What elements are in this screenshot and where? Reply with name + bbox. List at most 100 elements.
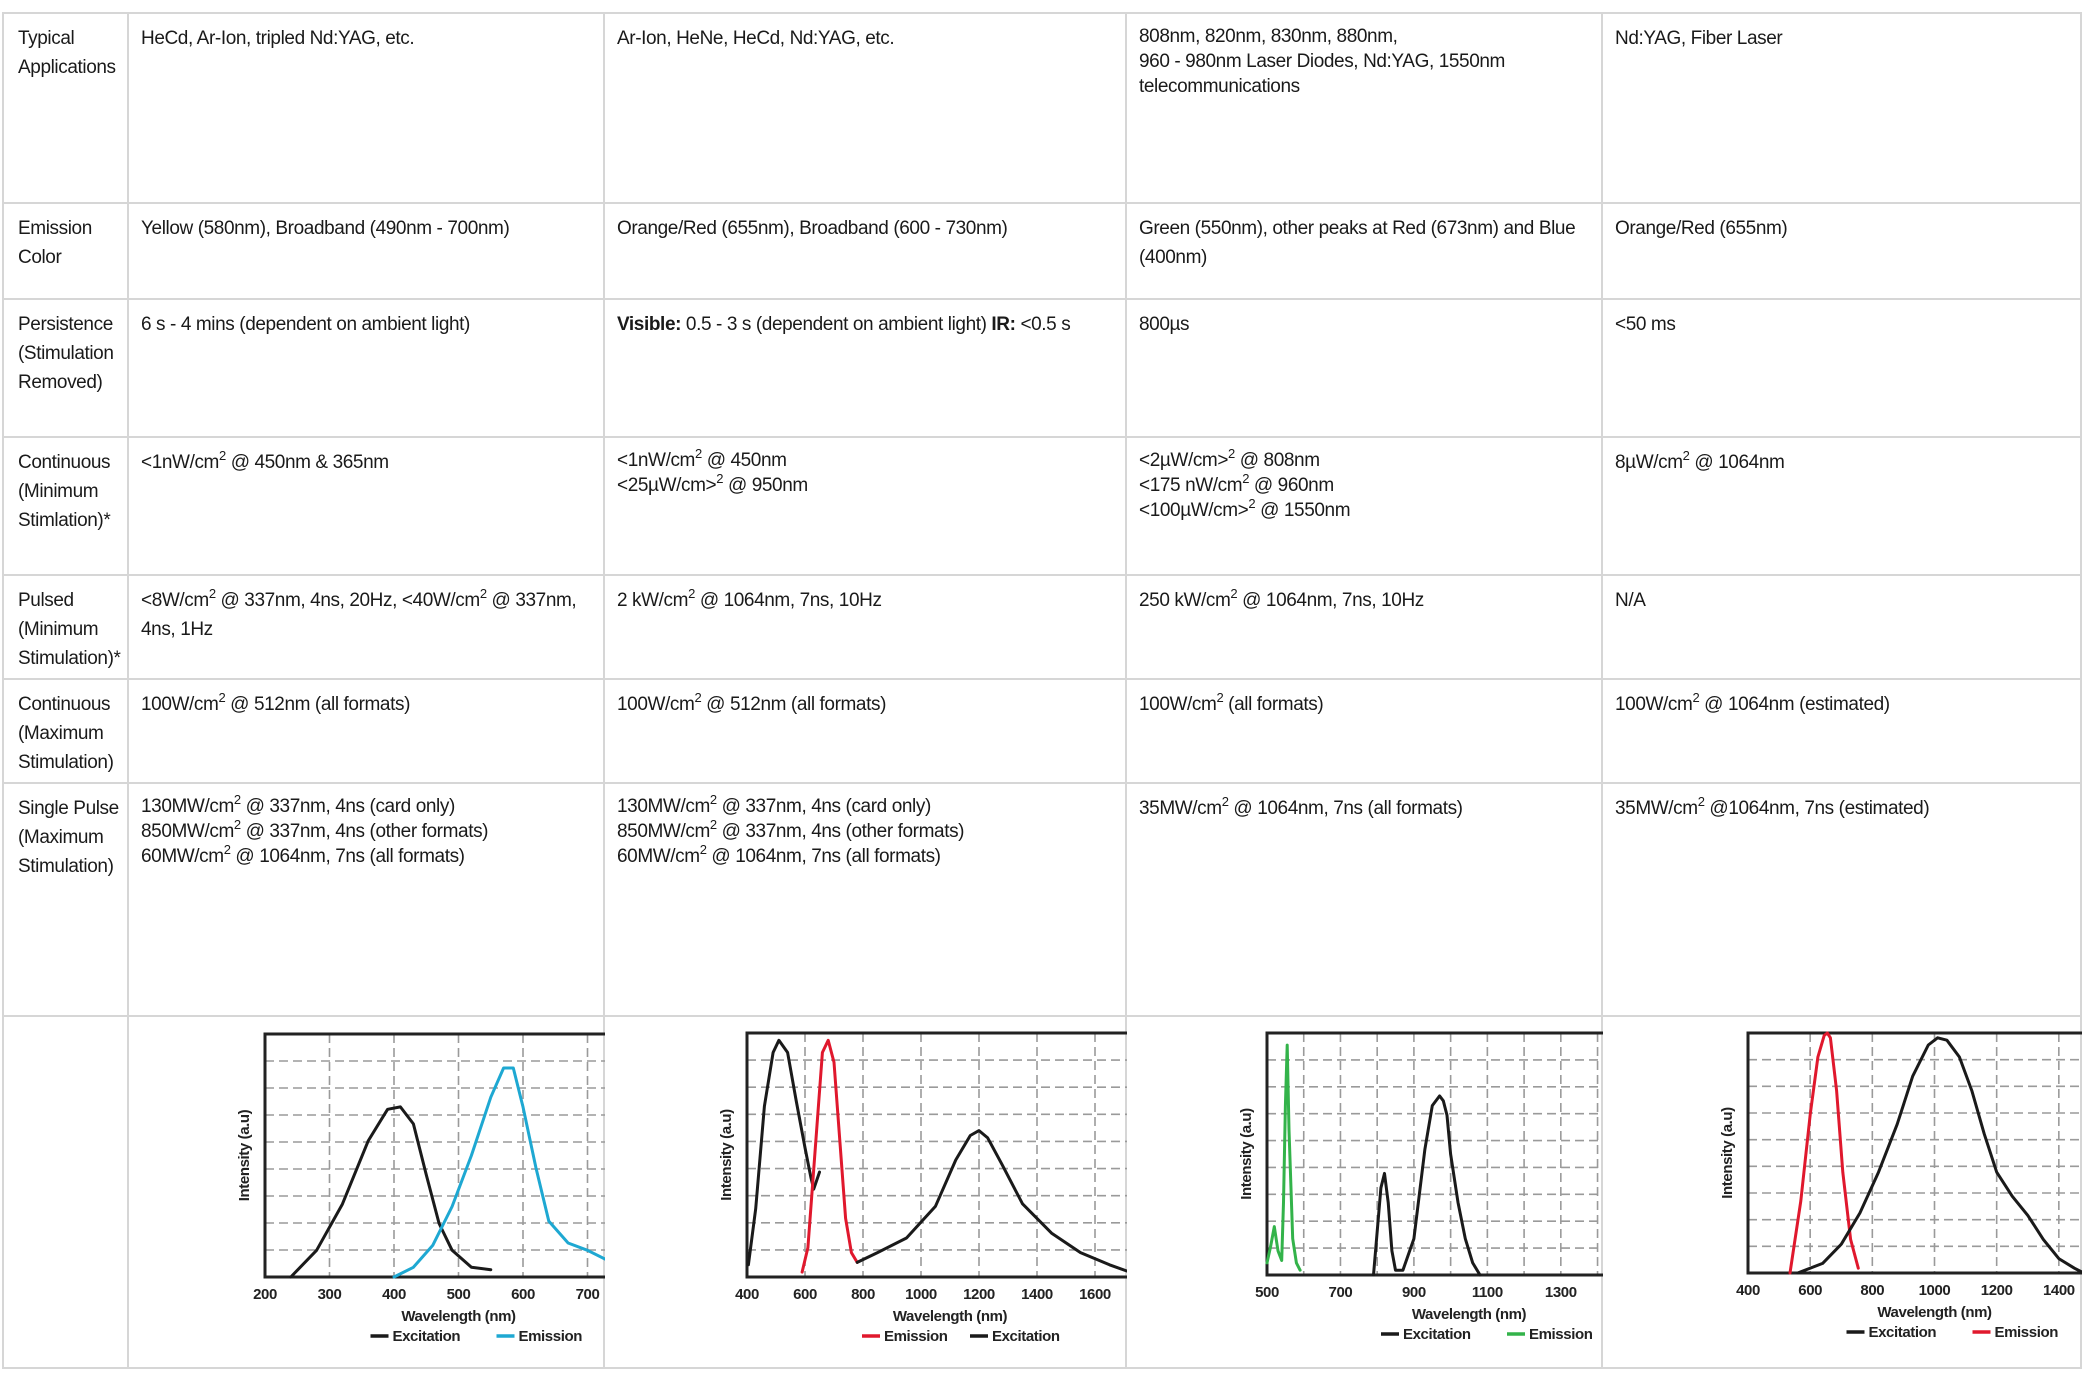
row-label: Emission Color [2,202,129,300]
cell-text: 250 kW/cm [1139,590,1231,611]
superscript: 2 [233,816,241,832]
cell-line: <25µW/cm>2 @ 950nm [617,470,1115,498]
superscript: 2 [694,445,702,461]
cell-text: 850MW/cm [617,821,710,842]
row-label: Pulsed (Minimum Stimulation)* [2,574,129,680]
row-label-line: (Stimulation [18,343,114,364]
spec-row: Typical Applications HeCd, Ar-Ion, tripled… [2,12,2082,204]
legend-label: Excitation [1869,1324,1937,1341]
row-label-line: Stimulation)* [18,648,121,669]
cell-text: <100µW/cm> [1139,500,1249,521]
plot-frame [1746,1031,2082,1275]
x-tick-label: 1200 [963,1286,995,1303]
cell-line: Nd:YAG, Fiber Laser [1615,24,2070,53]
cell-text: 850MW/cm [141,821,234,842]
legend-label: Emission [1995,1324,2059,1341]
x-tick-label: 1200 [1981,1282,2013,1299]
cell-text: Orange/Red (655nm), Broadband (600 - 730… [617,218,1008,239]
cell-text: @ 1064nm, 7ns (all formats) [706,846,941,867]
cell-line: 35MW/cm2 @ 1064nm, 7ns (all formats) [1139,794,1591,823]
x-tick-label: 700 [576,1286,600,1303]
spectrum-chart: 200300400500600700800Intensity (a.u)Wave… [236,1032,605,1345]
plot-frame [1265,1031,1603,1277]
row-label: Continuous (Maximum Stimulation) [2,678,129,784]
row-label-line: Continuous [18,452,111,473]
cell-text: 8µW/cm [1615,452,1683,473]
spec-cell: Orange/Red (655nm) [1601,202,2082,300]
x-tick-label: 1000 [905,1286,937,1303]
superscript: 2 [223,841,231,857]
legend-label: Excitation [1403,1326,1471,1343]
superscript: 2 [1216,689,1224,705]
spec-row: Emission Color Yellow (580nm), Broadband (… [2,202,2082,300]
cell-text: @ 450nm [701,450,787,471]
cell-text: @ 337nm, 4ns, 1Hz [141,590,577,640]
cell-text: 60MW/cm [617,846,700,867]
series-line [800,1038,859,1274]
cell-line: <2µW/cm>2 @ 808nm [1139,445,1591,473]
cell-text: @ 337nm, 4ns (other formats) [716,821,965,842]
specs-table: Typical Applications HeCd, Ar-Ion, tripled… [2,12,2082,1369]
spec-cell: 808nm, 820nm, 830nm, 880nm, 960 - 980nm L… [1125,12,1603,204]
cell-text: 100W/cm [141,694,219,715]
cell-line: 100W/cm2 @ 1064nm (estimated) [1615,690,2070,719]
x-tick-label: 800 [851,1286,875,1303]
cell-line: 6 s - 4 mins (dependent on ambient light… [141,310,593,339]
legend-label: Emission [884,1328,948,1345]
cell-line: 100W/cm2 @ 512nm (all formats) [141,690,593,719]
cell-line: 130MW/cm2 @ 337nm, 4ns (card only) [141,791,593,819]
cell-text: @ 512nm (all formats) [225,694,411,715]
cell-text: @ 450nm & 365nm [225,452,389,473]
cell-text: @1064nm, 7ns (estimated) [1704,798,1930,819]
cell-line: Yellow (580nm), Broadband (490nm - 700nm… [141,214,593,243]
cell-line: 960 - 980nm Laser Diodes, Nd:YAG, 1550nm [1139,49,1591,74]
spec-cell: <2µW/cm>2 @ 808nm <175 nW/cm2 @ 960nm <100… [1125,436,1603,576]
row-label-line: Color [18,247,62,268]
cell-text: @ 1064nm (estimated) [1699,694,1890,715]
cell-text: <175 nW/cm [1139,475,1243,496]
superscript: 2 [694,689,702,705]
superscript: 2 [709,791,717,807]
cell-text: @ 1064nm, 7ns (all formats) [230,846,465,867]
superscript: 2 [1248,495,1256,511]
cell-line: Ar-Ion, HeNe, HeCd, Nd:YAG, etc. [617,24,1115,53]
cell-text: <1nW/cm [141,452,219,473]
x-tick-label: 400 [382,1286,406,1303]
superscript: 2 [1228,445,1235,461]
cell-line: <1nW/cm2 @ 450nm [617,445,1115,473]
row-label: Continuous (Minimum Stimlation)* [2,436,129,576]
x-tick-label: 400 [1736,1282,1760,1299]
cell-line: 35MW/cm2 @1064nm, 7ns (estimated) [1615,794,2070,823]
row-label-line: Applications [18,57,116,78]
spec-cell: 800µs [1125,298,1603,438]
cell-text: 2 kW/cm [617,590,689,611]
spec-row: Persistence (Stimulation Removed) 6 s - 4 m… [2,298,2082,438]
row-label-line: (Maximum [18,723,104,744]
superscript: 2 [716,470,724,486]
superscript: 2 [1221,793,1229,809]
x-tick-label: 1000 [1919,1282,1951,1299]
superscript: 2 [1692,689,1700,705]
series-line [289,1105,493,1279]
cell-line: 60MW/cm2 @ 1064nm, 7ns (all formats) [141,841,593,869]
cell-text: <2µW/cm> [1139,450,1229,471]
row-label-line: Persistence [18,314,113,335]
cell-text: @ 950nm [723,475,808,496]
y-axis-label: Intensity (a.u) [1719,1107,1736,1199]
cell-text: <1nW/cm [617,450,695,471]
cell-text: <8W/cm [141,590,209,611]
spectra-row: 200 300 400 500 600 700 800 Intensity (a.u) Wave… [2,1015,2082,1369]
row-label-line: Typical [18,28,75,49]
cell-text: @ 512nm (all formats) [701,694,887,715]
bold-label: Visible: [617,314,682,335]
superscript: 2 [479,585,487,601]
superscript: 2 [233,791,241,807]
row-label-line: (Minimum [18,481,99,502]
cell-text: Green (550nm), other peaks at Red (673nm… [1139,218,1576,268]
spectrum-chart-cell: 500700900110013001500Intensity (a.u)Wave… [1125,1015,1603,1369]
x-tick-label: 600 [1798,1282,1822,1299]
spec-cell: <50 ms [1601,298,2082,438]
row-label-line: Emission [18,218,92,239]
cell-text: 100W/cm [1139,694,1217,715]
